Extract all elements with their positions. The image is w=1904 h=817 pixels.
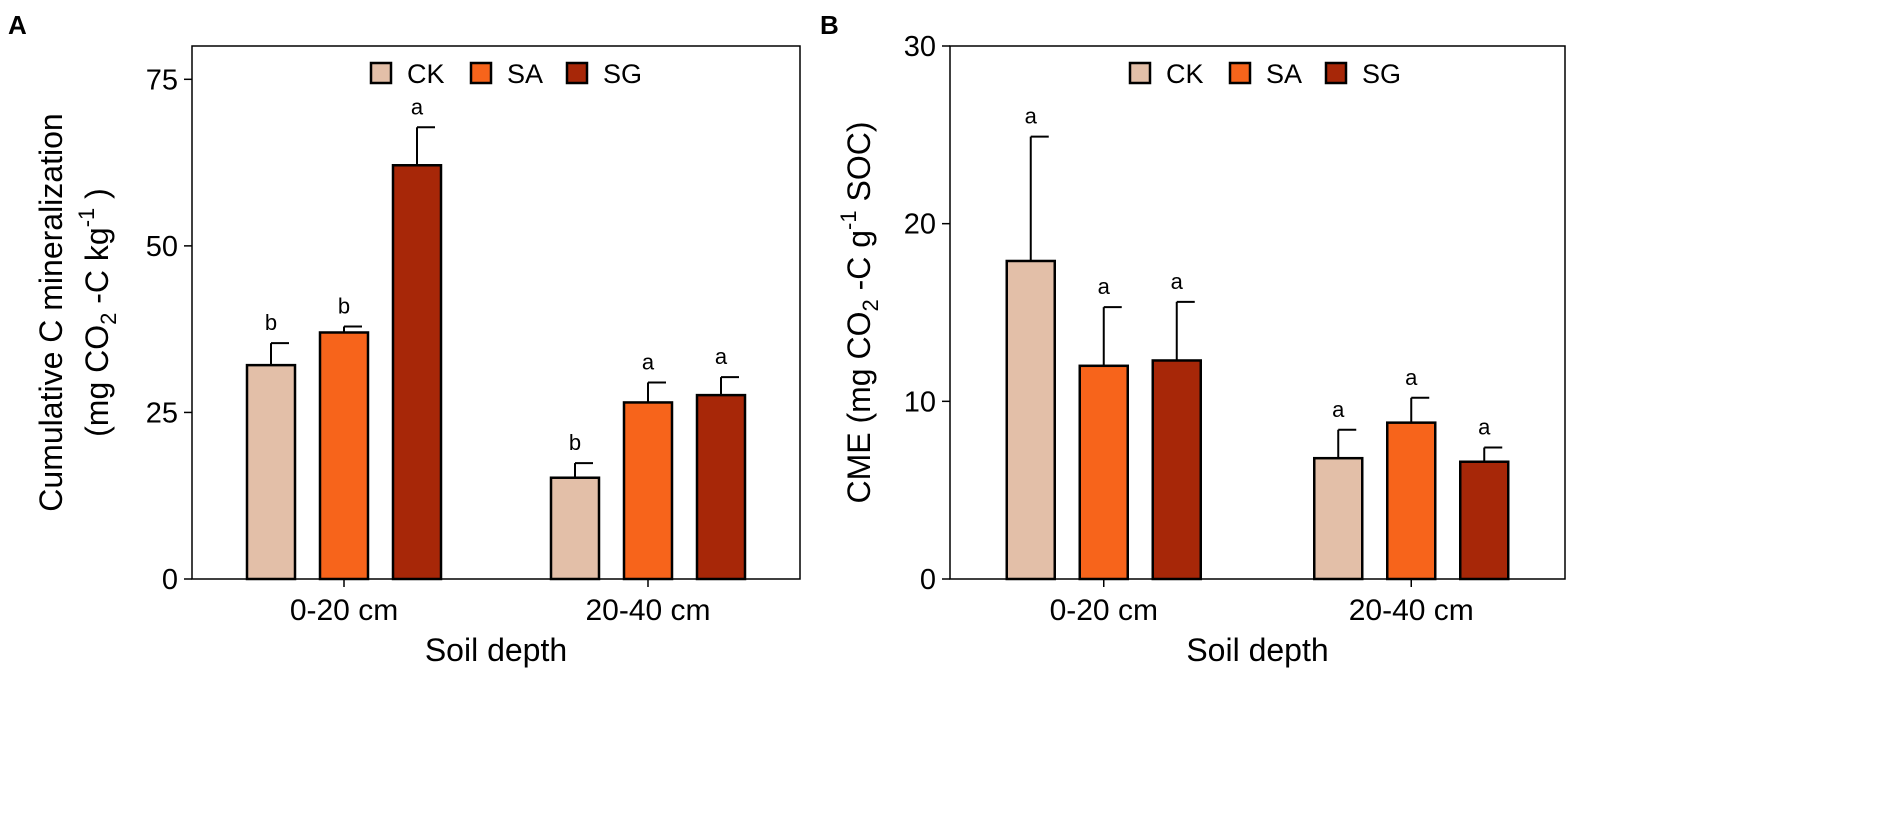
legend-swatch-sa — [1228, 61, 1252, 85]
significance-label: a — [642, 349, 655, 374]
bar-sg — [391, 164, 443, 581]
y-axis-title-line2: (mg CO2 -C kg-1 ) — [74, 188, 121, 437]
y-tick-label: 25 — [146, 397, 178, 429]
bar-sa — [318, 331, 370, 581]
bar-sg — [1151, 359, 1202, 581]
y-tick-label: 0 — [920, 564, 936, 596]
significance-label: b — [338, 293, 350, 318]
legend-swatch-ck — [369, 61, 393, 85]
bar-ck — [1005, 259, 1056, 581]
significance-label: b — [569, 430, 581, 455]
x-axis-title: Soil depth — [425, 632, 567, 668]
bar-ck — [1313, 456, 1364, 581]
significance-label: a — [1478, 415, 1491, 440]
x-tick-label: 0-20 cm — [290, 594, 398, 627]
significance-label: b — [265, 310, 277, 335]
y-tick-label: 50 — [146, 231, 178, 263]
significance-label: a — [1171, 269, 1184, 294]
bar-ck — [245, 363, 297, 581]
significance-label: a — [1332, 397, 1345, 422]
bar-sa — [1386, 421, 1437, 581]
legend-swatch-sg — [565, 61, 589, 85]
legend-label-sg: SG — [1362, 59, 1401, 89]
legend-label-ck: CK — [407, 59, 445, 89]
x-tick-label: 20-40 cm — [585, 594, 710, 627]
significance-label: a — [1025, 104, 1038, 129]
y-tick-label: 75 — [146, 64, 178, 96]
panel-letter: B — [820, 10, 839, 40]
legend-swatch-sg — [1324, 61, 1348, 85]
legend-swatch-sa — [469, 61, 493, 85]
x-tick-label: 20-40 cm — [1349, 594, 1474, 627]
chart-panel-b: B 0 10 20 30 0-20 cm a a a 20-40 cm a a a CK SA SG Soil … — [820, 10, 1566, 668]
significance-label: a — [1098, 274, 1111, 299]
y-tick-label: 10 — [904, 386, 936, 418]
y-axis-title: CME (mg CO2 -C g-1 SOC) — [836, 121, 883, 503]
y-tick-label: 20 — [904, 209, 936, 241]
plot-frame — [191, 45, 801, 580]
legend-label-sg: SG — [603, 59, 642, 89]
bar-sg — [1459, 460, 1510, 581]
bar-sa — [1078, 364, 1129, 581]
significance-label: a — [715, 344, 728, 369]
bar-ck — [549, 476, 601, 581]
significance-label: a — [411, 94, 424, 119]
legend-label-sa: SA — [507, 59, 543, 89]
panel-letter: A — [8, 10, 27, 40]
bar-sa — [622, 401, 674, 581]
y-tick-label: 0 — [162, 564, 178, 596]
x-tick-label: 0-20 cm — [1050, 594, 1158, 627]
chart-panel-a: A 0 25 50 75 0-20 cm b b a 20-40 cm b a a CK SA SG Soil … — [8, 10, 801, 668]
plot-frame — [949, 45, 1566, 580]
legend-label-ck: CK — [1166, 59, 1204, 89]
legend-label-sa: SA — [1266, 59, 1302, 89]
legend-swatch-ck — [1128, 61, 1152, 85]
y-tick-label: 30 — [904, 31, 936, 63]
significance-label: a — [1405, 365, 1418, 390]
x-axis-title: Soil depth — [1186, 632, 1328, 668]
y-axis-title-line1: Cumulative C mineralization — [33, 113, 69, 511]
bar-sg — [695, 393, 747, 581]
